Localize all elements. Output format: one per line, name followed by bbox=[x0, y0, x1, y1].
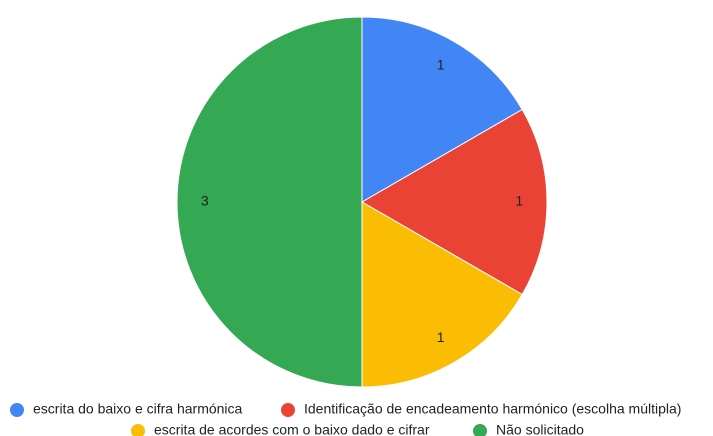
legend-marker bbox=[131, 424, 145, 436]
legend-label: escrita de acordes com o baixo dado e ci… bbox=[154, 422, 430, 436]
legend-marker bbox=[10, 403, 24, 417]
legend-marker bbox=[281, 403, 295, 417]
legend-label: Identificação de encadeamento harmónico … bbox=[304, 401, 681, 417]
legend-label: escrita do baixo e cifra harmónica bbox=[33, 401, 243, 417]
pie-slice bbox=[176, 16, 363, 388]
slice-label: 1 bbox=[437, 329, 445, 345]
pie-slice bbox=[360, 108, 548, 296]
pie-slice bbox=[361, 201, 523, 388]
slice-label: 1 bbox=[515, 193, 523, 209]
slice-label: 1 bbox=[437, 57, 445, 73]
pie-slice bbox=[361, 16, 523, 203]
legend-marker bbox=[473, 424, 487, 436]
legend-label: Não solicitado bbox=[496, 422, 584, 436]
slice-label: 3 bbox=[201, 193, 209, 209]
